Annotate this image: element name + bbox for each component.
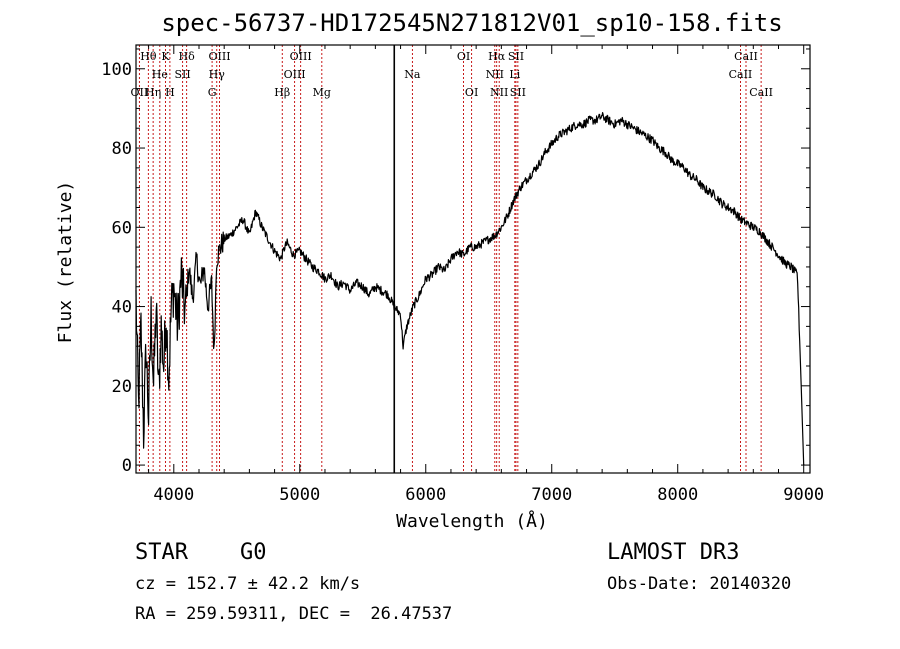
spectral-line-label: Hη <box>145 86 161 99</box>
plot-frame <box>135 44 811 474</box>
spectral-line-label: He <box>152 68 168 81</box>
x-axis-ticks: 4000 5000 6000 7000 8000 9000 <box>148 45 824 505</box>
y-axis-label: Flux (relative) <box>55 181 76 344</box>
survey-label: LAMOST DR3 <box>607 540 740 565</box>
x-tick-label: 4000 <box>153 485 194 505</box>
spectral-line-label: Na <box>404 68 421 81</box>
spectral-line-label: OII <box>131 86 149 99</box>
spectral-line-label: Hγ <box>209 68 226 81</box>
y-tick-label: 0 <box>122 456 132 476</box>
spectral-line-label: Hβ <box>274 86 290 99</box>
spectral-line-label: Hδ <box>179 50 196 63</box>
spectral-line-label: OIII <box>284 68 306 81</box>
spectral-line-label: Mg <box>313 86 331 99</box>
sky-coordinates: RA = 259.59311, DEC = 26.47537 <box>135 604 453 624</box>
spectral-line-label: SII <box>510 86 526 99</box>
x-axis-label: Wavelength (Å) <box>396 510 548 532</box>
x-tick-label: 9000 <box>783 485 824 505</box>
spectral-line-label: Hα <box>488 50 506 63</box>
spectral-line-label: CaII <box>734 50 758 63</box>
spectral-line-label: CaII <box>729 68 753 81</box>
spectral-line-label: OI <box>465 86 478 99</box>
spectral-line-label: Hθ <box>140 50 157 63</box>
y-axis-ticks: 0 20 40 60 80 100 <box>101 48 810 476</box>
spectral-line-label: CaII <box>749 86 773 99</box>
spectral-line-label: OIII <box>290 50 312 63</box>
object-subclass: G0 <box>240 540 267 565</box>
spectral-line-label: K <box>161 50 170 63</box>
x-tick-label: 6000 <box>405 485 446 505</box>
redshift-cz: cz = 152.7 ± 42.2 km/s <box>135 574 361 594</box>
spectral-line-label: NII <box>486 68 504 81</box>
spectral-line-label: G <box>208 86 217 99</box>
spectral-line-label: NII <box>490 86 508 99</box>
spectral-line-label: SII <box>508 50 524 63</box>
spectrum-line <box>135 112 805 466</box>
y-tick-label: 80 <box>112 139 132 159</box>
y-tick-label: 100 <box>101 60 132 80</box>
x-tick-label: 5000 <box>279 485 320 505</box>
chart-title: spec-56737-HD172545N271812V01_sp10-158.f… <box>161 9 782 37</box>
spectral-line-label: OIII <box>208 50 230 63</box>
spectral-line-labels: OII Hθ Hη He K H SII Hδ G Hγ OIII Hβ OIII OIII Mg Na OI O… <box>131 50 773 99</box>
object-class: STAR <box>135 540 188 565</box>
y-tick-label: 20 <box>112 377 132 397</box>
y-tick-label: 40 <box>112 298 132 318</box>
spectral-line-label: H <box>165 86 175 99</box>
x-tick-label: 8000 <box>657 485 698 505</box>
x-tick-label: 7000 <box>531 485 572 505</box>
spectral-line-label: OI <box>457 50 470 63</box>
spectral-line-label: SII <box>174 68 190 81</box>
y-tick-label: 60 <box>112 218 132 238</box>
spectral-line-label: Li <box>509 68 520 81</box>
observation-date: Obs-Date: 20140320 <box>607 574 792 594</box>
